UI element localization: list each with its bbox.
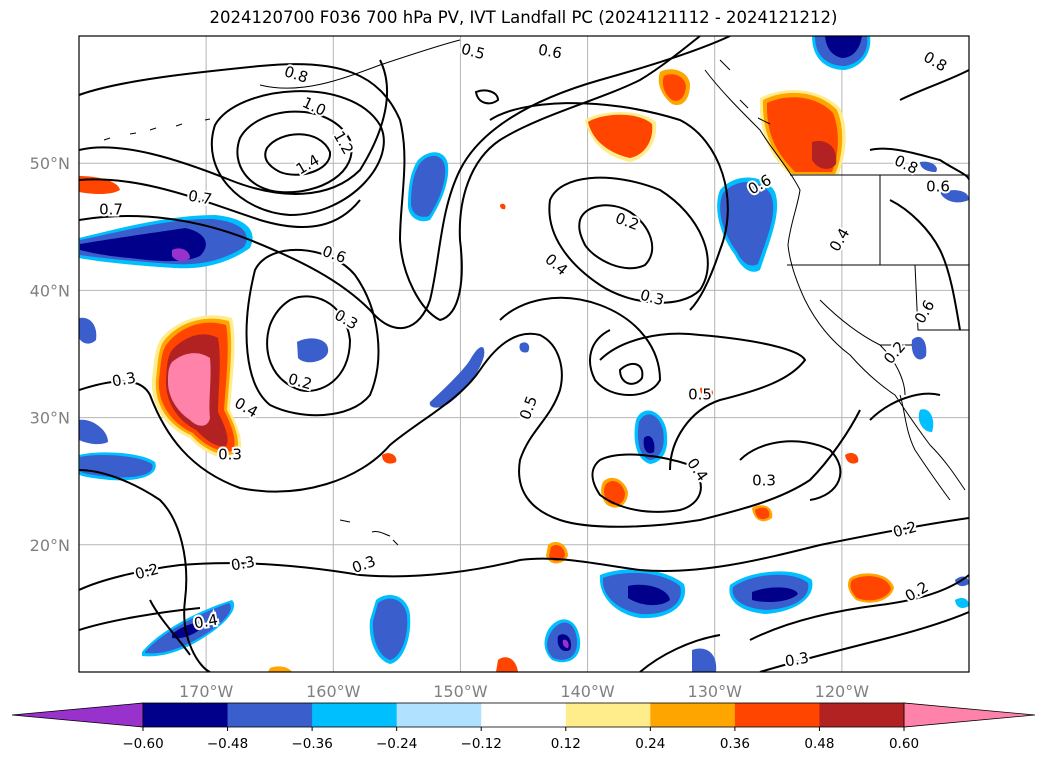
contour-label-halo: 0.3 [752, 472, 776, 490]
shading-blob [79, 215, 253, 269]
contour-label-halo: 0.5 [688, 386, 712, 404]
lat-tick-label: 20°N [30, 536, 70, 555]
lon-tick-label: 160°W [306, 682, 361, 701]
contour-label: 0.5 [459, 40, 487, 64]
colorbar-tick-label: 0.36 [720, 736, 750, 752]
colorbar-tick-label: 0.60 [889, 736, 919, 752]
colorbar-segment [143, 703, 229, 727]
colorbar: −0.60 −0.48 −0.36 −0.24 −0.12 0.12 0.24 0.36 0.4… [11, 702, 1036, 752]
colorbar-segment [481, 703, 567, 727]
contour-label-halo: 0.5 [459, 40, 487, 64]
contour-label: 0.3 [752, 472, 776, 490]
map-title: 2024120700 F036 700 hPa PV, IVT Landfall… [209, 8, 838, 27]
longitude-tick-labels: 170°W 160°W 150°W 140°W 130°W 120°W [179, 682, 869, 701]
contour-label-halo: 0.7 [99, 201, 123, 219]
contour-label: 0.8 [920, 48, 950, 76]
contour-label: 0.6 [537, 41, 564, 63]
colorbar-tick-label: 0.24 [635, 736, 665, 752]
colorbar-tick-label: 0.48 [804, 736, 834, 752]
colorbar-segment [396, 703, 482, 727]
lat-tick-label: 50°N [30, 154, 70, 173]
contour-label: 0.3 [784, 649, 811, 671]
contour-label-halo: 0.4 [193, 611, 220, 633]
lon-tick-label: 150°W [433, 682, 488, 701]
contour-label: 0.3 [218, 446, 242, 464]
contour-label: 0.6 [911, 297, 939, 327]
lon-tick-label: 140°W [560, 682, 615, 701]
colorbar-tick-label: −0.48 [207, 736, 248, 752]
contour-label: 1.2 [330, 128, 358, 158]
lat-tick-label: 40°N [30, 281, 70, 300]
contour-label: 0.3 [638, 286, 666, 310]
colorbar-segment [312, 703, 398, 727]
colorbar-segment [650, 703, 736, 727]
lat-tick-label: 30°N [30, 409, 70, 428]
contour-label: 0.6 [320, 242, 349, 267]
colorbar-outline [142, 702, 905, 728]
pv-contours [79, 36, 969, 672]
contour-label: 0.3 [350, 552, 379, 577]
colorbar-tick-label: −0.24 [376, 736, 417, 752]
contour-label: 0.4 [826, 225, 854, 255]
lon-tick-label: 130°W [688, 682, 743, 701]
contour-label-halo: 0.6 [926, 178, 950, 196]
colorbar-tick-label: −0.36 [291, 736, 332, 752]
contour-label: 0.3 [230, 553, 257, 575]
contour-label: 0.2 [880, 338, 909, 368]
colorbar-extend-min [11, 702, 144, 728]
colorbar-segment [227, 703, 313, 727]
map-frame [78, 35, 970, 673]
contour-label: 1.0 [300, 93, 329, 119]
contour-label: 0.2 [891, 518, 919, 542]
contour-label: 0.2 [613, 209, 642, 234]
contour-label-halo: 0.7 [187, 187, 214, 209]
latitude-tick-labels: 20°N 30°N 40°N 50°N [30, 154, 70, 555]
contour-label: 0.3 [111, 369, 138, 391]
colorbar-tick-label: −0.12 [461, 736, 502, 752]
colorbar-tick-label: 0.12 [551, 736, 581, 752]
colorbar-segment [734, 703, 820, 727]
contour-label: 0.7 [187, 187, 214, 209]
contour-label: 0.4 [193, 611, 220, 633]
contour-label: 0.5 [688, 386, 712, 404]
contour-label: 0.4 [683, 455, 711, 485]
contour-label: 0.8 [282, 62, 310, 86]
colorbar-extend-max [903, 702, 1036, 728]
lon-tick-label: 170°W [179, 682, 234, 701]
contour-label: 0.7 [99, 201, 123, 219]
coastline-borders [103, 39, 969, 546]
contour-label: 0.2 [133, 560, 161, 584]
contour-label-halo: 0.3 [230, 553, 257, 575]
colorbar-segment [819, 703, 905, 727]
colorbar-segment [565, 703, 651, 727]
contour-label: 0.8 [892, 151, 921, 177]
ivt-negative-anomaly-shading [79, 36, 969, 672]
contour-label: 0.6 [926, 178, 950, 196]
contour-label-halo: 0.3 [218, 446, 242, 464]
lon-tick-label: 120°W [815, 682, 870, 701]
colorbar-tick-label: −0.60 [122, 736, 163, 752]
contour-label: 0.2 [286, 370, 314, 394]
